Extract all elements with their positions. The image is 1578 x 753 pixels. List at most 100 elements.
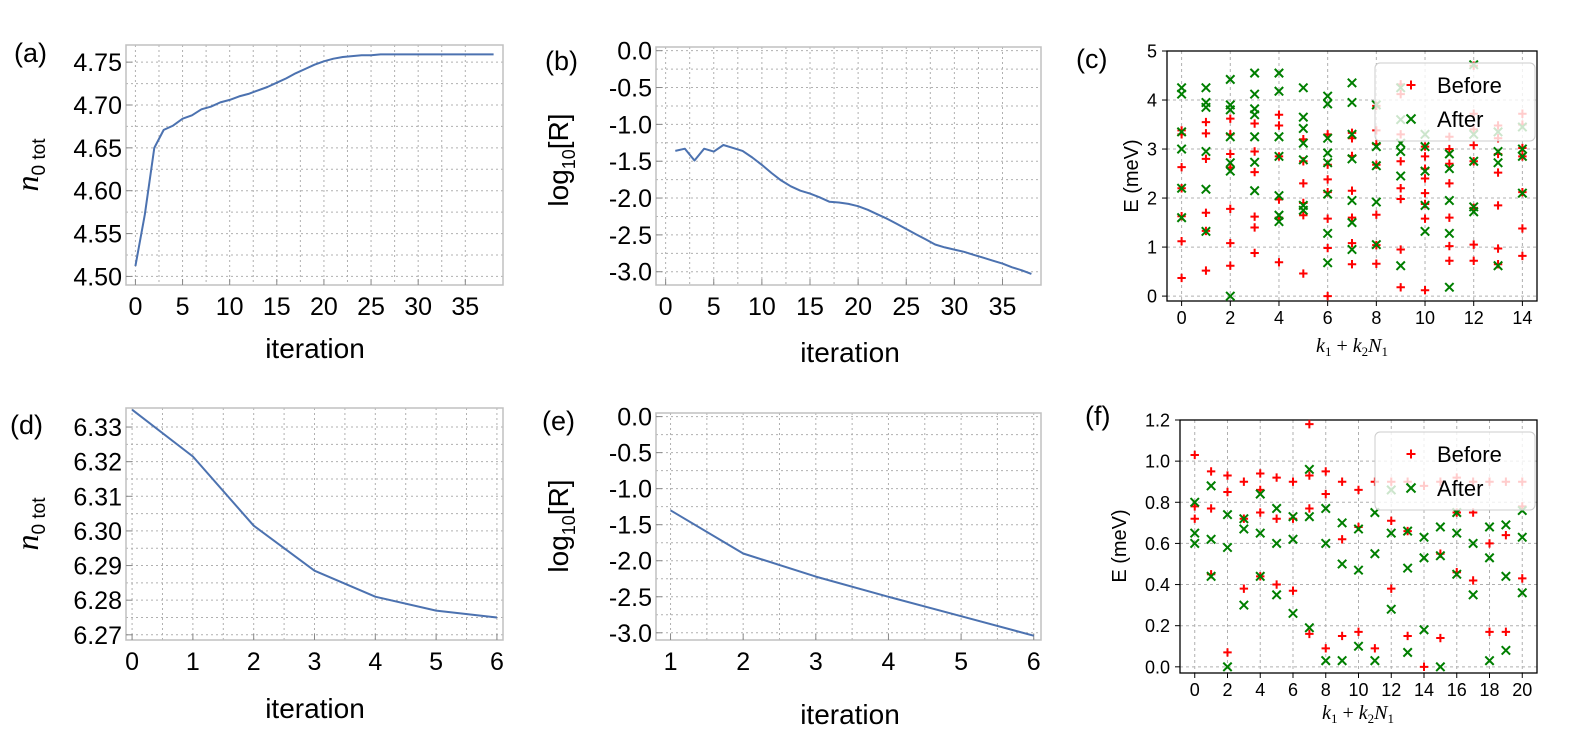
after-point (1225, 291, 1236, 302)
plot-frame (655, 412, 1042, 641)
after-point (1444, 149, 1455, 159)
y-tick-label: 6.27 (73, 622, 122, 650)
legend-after-marker (1405, 482, 1417, 494)
series-line (669, 509, 1034, 637)
x-tick-label: 10 (216, 293, 244, 321)
after-point (1337, 517, 1348, 528)
after-point (1369, 655, 1380, 666)
after-point (1353, 565, 1364, 576)
after-point (1225, 131, 1236, 142)
before-point (1177, 162, 1186, 172)
before-point (1190, 450, 1199, 460)
after-point (1176, 82, 1187, 93)
before-point (1274, 110, 1284, 119)
y-tick-label: -1.0 (609, 476, 652, 504)
after-point (1304, 511, 1315, 522)
legend-before-marker (1406, 80, 1416, 90)
after-point (1347, 77, 1357, 88)
before-point (1445, 144, 1454, 154)
x-tick-label: 5 (176, 293, 190, 321)
before-point (1387, 516, 1396, 525)
after-point (1493, 260, 1503, 271)
y-tick-label: -2.0 (609, 185, 652, 213)
before-point (1226, 149, 1235, 159)
before-point (1396, 245, 1405, 254)
before-point (1493, 244, 1503, 253)
before-point (1305, 629, 1314, 639)
y-tick-label: -2.0 (609, 548, 652, 576)
y-tick-label: 6.33 (73, 414, 122, 442)
before-point (1272, 514, 1281, 523)
after-point (1274, 190, 1284, 201)
x-tick-label: 8 (1371, 308, 1381, 328)
y-tick-label: 6.32 (73, 449, 122, 477)
x-tick-label: 30 (404, 293, 432, 321)
after-point (1369, 548, 1380, 559)
after-point (1238, 600, 1249, 611)
y-axis-title: n0 tot (9, 497, 50, 551)
before-point (1337, 631, 1347, 641)
before-point (1250, 248, 1259, 258)
after-point (1420, 141, 1430, 152)
y-tick-label: 6.31 (73, 483, 122, 511)
plot-frame (655, 46, 1042, 286)
x-tick-label: 4 (1274, 308, 1284, 328)
y-axis-title: n0 tot (9, 138, 50, 192)
after-point (1274, 210, 1284, 221)
y-tick-label: 5 (1147, 41, 1157, 61)
before-point (1372, 259, 1381, 268)
before-point (1445, 256, 1454, 266)
x-tick-label: 0 (1177, 308, 1187, 328)
x-tick-label: 2 (1225, 308, 1235, 328)
series-line (131, 408, 498, 619)
after-point (1298, 112, 1309, 123)
x-tick-label: 0 (128, 293, 142, 321)
before-point (1436, 633, 1445, 643)
after-point (1225, 166, 1236, 177)
after-point (1347, 129, 1357, 140)
x-tick-label: 12 (1464, 308, 1484, 328)
before-point (1201, 208, 1211, 217)
after-point (1238, 524, 1249, 534)
legend-before-label: Before (1437, 73, 1502, 98)
x-axis-title: iteration (800, 699, 900, 730)
before-point (1419, 662, 1429, 672)
before-point (1354, 485, 1363, 495)
x-tick-label: 4 (881, 648, 895, 676)
before-point (1445, 241, 1454, 251)
x-tick-label: 25 (892, 293, 920, 321)
y-tick-label: -1.5 (609, 512, 652, 540)
before-point (1347, 238, 1357, 248)
after-point (1322, 157, 1333, 168)
plot-frame (1166, 50, 1538, 302)
legend-before-marker (1406, 449, 1416, 459)
before-point (1223, 487, 1232, 497)
before-point (1469, 256, 1478, 266)
x-tick-label: 12 (1381, 680, 1401, 700)
before-point (1354, 627, 1363, 637)
plot-frame (125, 44, 504, 286)
x-tick-label: 5 (707, 293, 721, 321)
after-point (1322, 257, 1333, 268)
y-tick-label: 4.50 (73, 263, 122, 291)
after-point (1201, 226, 1211, 237)
x-tick-label: 35 (451, 293, 479, 321)
before-point (1518, 574, 1527, 583)
y-tick-label: 1 (1147, 238, 1157, 258)
before-point (1288, 586, 1298, 595)
before-point (1469, 140, 1478, 150)
after-point (1500, 645, 1511, 656)
before-point (1299, 211, 1308, 220)
panel-label-f: (f) (1085, 401, 1110, 431)
plot-e: 1 2 3 4 5 6 0.0 -0.5 -1.0 -1.5 -2.0 -2.5 -3.0 iterati… (543, 404, 1042, 730)
x-tick-label: 4 (368, 648, 382, 676)
before-point (1396, 157, 1405, 166)
after-point (1419, 624, 1429, 635)
after-point (1225, 74, 1236, 85)
before-point (1468, 576, 1478, 585)
after-point (1288, 608, 1298, 619)
y-tick-label: -2.5 (609, 222, 652, 250)
